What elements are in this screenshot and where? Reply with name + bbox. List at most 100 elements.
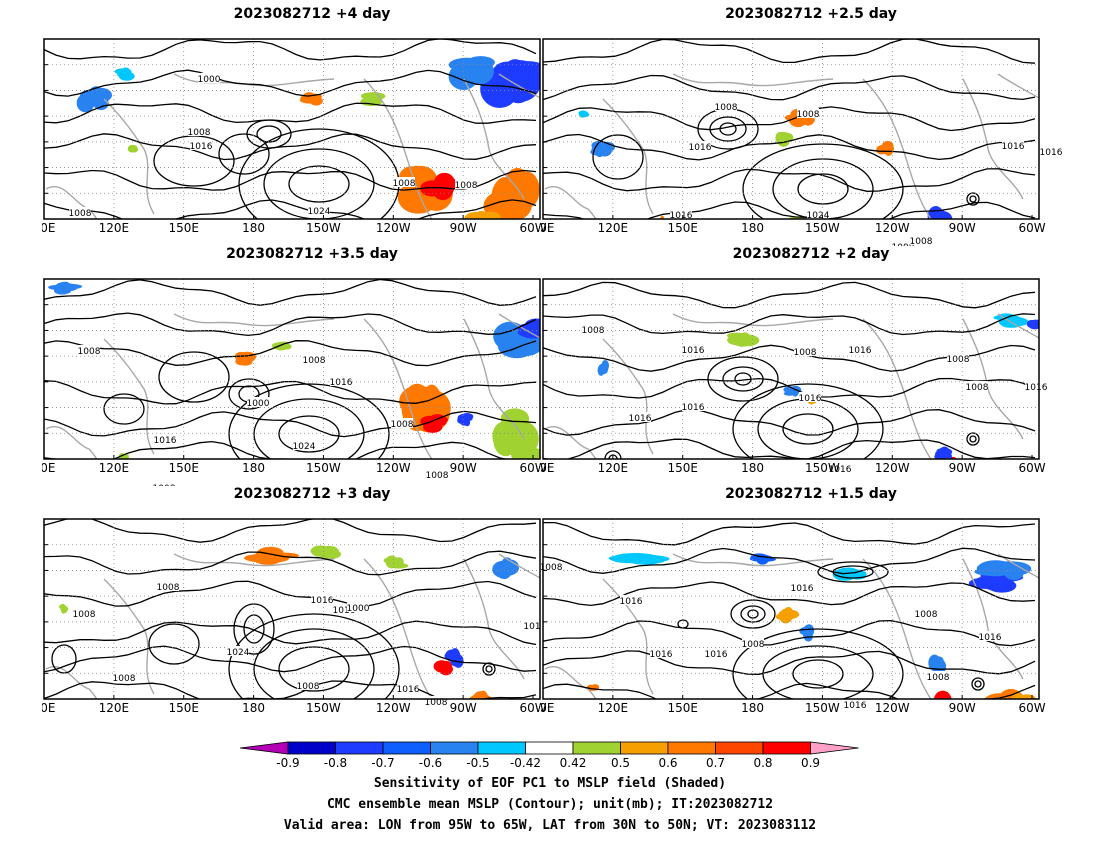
- longitude-label: 60W: [1018, 461, 1045, 475]
- pressure-contour: [228, 383, 390, 459]
- map-panel-plus3-day: 2023082712 +3 day 1008 1016 1008 1016 1000 10…: [42, 486, 582, 726]
- colorbar-low-extend: [240, 741, 289, 755]
- contour-label: 1000: [347, 604, 370, 614]
- sensitivity-shade: [310, 545, 342, 560]
- sensitivity-shade: [984, 461, 1010, 486]
- longitude-label: 90W: [949, 701, 976, 715]
- colorbar-swatch: [667, 741, 716, 755]
- map-panel-plus3-5-day: 2023082712 +3.5 day 1008 1008 1016 1000 1016…: [42, 246, 582, 486]
- contour-label: 1016: [979, 633, 1002, 643]
- longitude-label: 150W: [306, 221, 341, 235]
- map-panel-plus1-5-day: 2023082712 +1.5 day 1008 1016 1016 1008 1008…: [541, 486, 1081, 726]
- sensitivity-shade: [444, 648, 464, 668]
- contour-label: 1008: [69, 209, 92, 219]
- isobar-contours: [543, 39, 1036, 219]
- contour-label: 1000: [247, 399, 270, 409]
- colorbar-tick-label: -0.8: [324, 756, 347, 770]
- longitude-label: 120W: [376, 221, 411, 235]
- colorbar-high-extend: [810, 741, 859, 755]
- contour-label: 1008: [297, 682, 320, 692]
- map-panel-plus4-day: 2023082712 +4 day 1000 1008 1016 1024 1008 10…: [42, 6, 582, 246]
- pressure-contour: [278, 646, 350, 692]
- sensitivity-shade: [383, 555, 409, 569]
- longitude-label: 180: [741, 701, 764, 715]
- coastlines: [544, 73, 1039, 219]
- map-frame: [43, 278, 541, 460]
- contour-label: 1008: [892, 243, 915, 246]
- contour-label: 1008: [910, 237, 933, 246]
- sensitivity-shade: [511, 447, 540, 459]
- sensitivity-shade: [934, 446, 953, 459]
- pressure-contour: [730, 599, 776, 629]
- contour-label: 1016: [1002, 142, 1025, 152]
- longitude-label: 150W: [805, 701, 840, 715]
- gridlines: [44, 519, 540, 699]
- pressure-contour: [253, 398, 365, 459]
- sensitivity-shade: [578, 110, 590, 118]
- pressure-contour: [817, 561, 889, 583]
- pressure-contour: [228, 378, 270, 410]
- coastlines: [45, 313, 540, 459]
- colorbar-tick-label: 0.9: [801, 756, 820, 770]
- sensitivity-shade: [876, 140, 895, 156]
- sensitivity-shade: [597, 360, 610, 376]
- pressure-contour: [969, 195, 977, 203]
- colorbar-tick-label: 0.6: [658, 756, 677, 770]
- longitude-label: 120E: [99, 701, 130, 715]
- colorbar-swatch: [287, 741, 336, 755]
- colorbar-tick-label: 0.8: [753, 756, 772, 770]
- longitude-label: 150E: [168, 221, 199, 235]
- longitude-label: 150E: [168, 701, 199, 715]
- sensitivity-shade: [928, 654, 947, 674]
- sensitivity-shade: [926, 475, 945, 486]
- contour-label: 1016: [682, 403, 705, 413]
- map-frame: [43, 38, 541, 220]
- map-plot: 100810081016100010161024100810081008 80N…: [42, 278, 547, 486]
- panel-title: 2023082712 +1.5 day: [725, 486, 897, 502]
- longitude-label: 150E: [667, 221, 698, 235]
- pressure-contour: [792, 659, 844, 689]
- sensitivity-shade: [1026, 319, 1039, 330]
- contour-label: 1016: [829, 465, 852, 475]
- gridlines: [44, 279, 540, 459]
- sensitivity-shade: [775, 131, 794, 147]
- contour-label: 1016: [1025, 383, 1048, 393]
- contour-label: 1008: [915, 610, 938, 620]
- longitude-label: 120W: [376, 461, 411, 475]
- contour-label: 1016: [849, 346, 872, 356]
- pressure-contour: [709, 116, 747, 142]
- longitude-label: 120W: [875, 461, 910, 475]
- contour-label: 1008: [582, 326, 605, 336]
- pressure-contour: [288, 165, 350, 203]
- contour-label: 1016: [629, 414, 652, 424]
- contour-label: 1016: [333, 606, 356, 616]
- contour-label: 1016: [799, 394, 822, 404]
- contour-label: 1008: [947, 355, 970, 365]
- longitude-label: 90W: [450, 221, 477, 235]
- colorbar-swatch: [335, 741, 384, 755]
- pressure-contour: [253, 628, 375, 699]
- pressure-contour: [485, 665, 493, 673]
- longitude-label: 60W: [519, 221, 546, 235]
- pressure-contour: [762, 645, 874, 699]
- contour-label: 1016: [311, 596, 334, 606]
- longitude-label: 60W: [1018, 221, 1045, 235]
- map-background: [543, 39, 1039, 219]
- longitude-label: 120W: [875, 701, 910, 715]
- colorbar-swatch: [715, 741, 764, 755]
- contour-label: 1008: [797, 110, 820, 120]
- pressure-contour: [782, 413, 834, 445]
- gridlines: [543, 279, 1039, 459]
- isobar-contours: [44, 39, 537, 219]
- contour-label: 1016: [689, 143, 712, 153]
- longitude-label: 90E: [42, 701, 55, 715]
- caption-valid-area: Valid area: LON from 95W to 65W, LAT fro…: [283, 818, 817, 833]
- panel-title: 2023082712 +3.5 day: [226, 246, 398, 262]
- sensitivity-shade: [433, 660, 454, 676]
- contour-label: 1008: [425, 698, 448, 708]
- map-frame: [542, 518, 1040, 700]
- sensitivity-shade: [464, 210, 501, 219]
- isobar-contours: [44, 519, 537, 699]
